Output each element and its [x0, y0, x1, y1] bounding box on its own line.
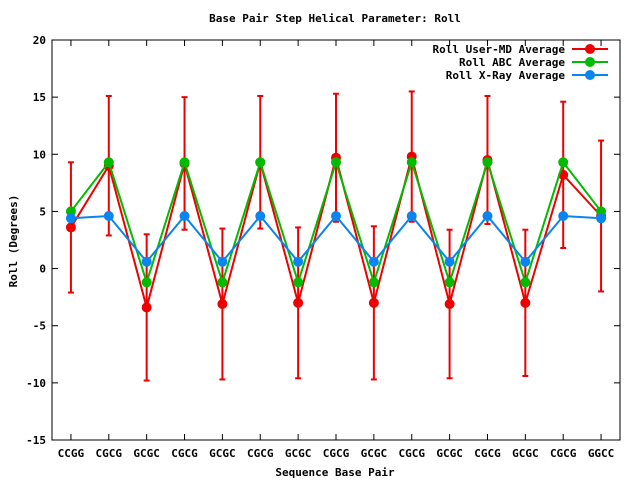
- y-axis-title: Roll (Degrees): [7, 195, 20, 288]
- x-tick-label: CCGG: [58, 447, 85, 460]
- data-point: [406, 157, 417, 168]
- data-point: [293, 297, 304, 308]
- data-point: [331, 211, 341, 221]
- data-point: [331, 157, 341, 168]
- x-tick-label: CGCG: [550, 447, 577, 460]
- data-point: [596, 213, 607, 224]
- x-tick-label: GCGC: [285, 447, 312, 460]
- x-tick-label: CGCG: [398, 447, 425, 460]
- data-point: [141, 277, 152, 288]
- y-tick-label: 15: [33, 91, 46, 104]
- x-tick-label: CGCG: [96, 447, 123, 460]
- y-tick-label: 0: [39, 263, 46, 276]
- series-2: [65, 157, 607, 288]
- x-tick-label: GCGC: [209, 447, 236, 460]
- x-tick-label: CGCG: [247, 447, 274, 460]
- data-point: [406, 211, 417, 221]
- y-axis: -15 -10 -5 0 5 10 15 20: [26, 34, 620, 447]
- data-point: [482, 211, 493, 221]
- data-point: [103, 211, 114, 221]
- data-point: [141, 302, 152, 313]
- data-point: [293, 256, 304, 267]
- data-point: [217, 277, 228, 288]
- data-point: [558, 211, 569, 221]
- data-point: [520, 256, 531, 267]
- x-tick-label: GGCC: [588, 447, 615, 460]
- data-point: [293, 277, 304, 288]
- x-tick-label: GCGC: [512, 447, 539, 460]
- series-line: [70, 214, 602, 264]
- data-point: [444, 256, 455, 267]
- legend-marker: [585, 44, 595, 54]
- data-point: [558, 157, 569, 168]
- y-tick-label: -15: [26, 434, 46, 447]
- data-point: [444, 277, 455, 288]
- data-point: [141, 256, 152, 267]
- series-3: [65, 211, 607, 267]
- y-tick-label: 5: [39, 205, 46, 218]
- y-tick-label: 10: [33, 148, 46, 161]
- series-1: [65, 90, 607, 382]
- data-point: [255, 211, 266, 221]
- legend-label: Roll X-Ray Average: [446, 69, 566, 82]
- legend-marker: [585, 70, 595, 80]
- data-point: [520, 277, 531, 288]
- x-axis: CCGG CGCG GCGC CGCG GCGC CGCG GCGC CGCG GCGC CGCG…: [58, 40, 615, 460]
- data-point: [217, 299, 228, 309]
- legend-label: Roll User-MD Average: [433, 43, 566, 56]
- y-tick-label: -5: [33, 320, 46, 333]
- x-tick-label: CGCG: [323, 447, 350, 460]
- x-tick-label: GCGC: [361, 447, 388, 460]
- data-point: [255, 157, 266, 168]
- x-axis-title: Sequence Base Pair: [275, 466, 395, 479]
- data-point: [596, 206, 607, 217]
- data-point: [65, 222, 76, 233]
- x-tick-label: GCGC: [133, 447, 160, 460]
- data-point: [444, 299, 455, 309]
- chart-title: Base Pair Step Helical Parameter: Roll: [209, 12, 461, 25]
- data-point: [103, 157, 114, 168]
- x-tick-label: CGCG: [474, 447, 501, 460]
- legend-label: Roll ABC Average: [459, 56, 565, 69]
- data-point: [65, 213, 76, 224]
- data-point: [217, 256, 228, 267]
- data-point: [368, 297, 379, 308]
- data-point: [179, 157, 190, 168]
- data-point: [482, 157, 493, 168]
- y-tick-label: 20: [33, 34, 46, 47]
- x-tick-label: CGCG: [171, 447, 198, 460]
- data-point: [520, 297, 531, 308]
- data-point: [179, 211, 190, 221]
- legend-marker: [585, 57, 595, 67]
- y-tick-label: -10: [26, 377, 46, 390]
- x-tick-label: GCGC: [436, 447, 463, 460]
- series-layer: [65, 90, 607, 382]
- data-point: [368, 277, 379, 288]
- data-point: [65, 206, 76, 217]
- data-point: [368, 256, 379, 267]
